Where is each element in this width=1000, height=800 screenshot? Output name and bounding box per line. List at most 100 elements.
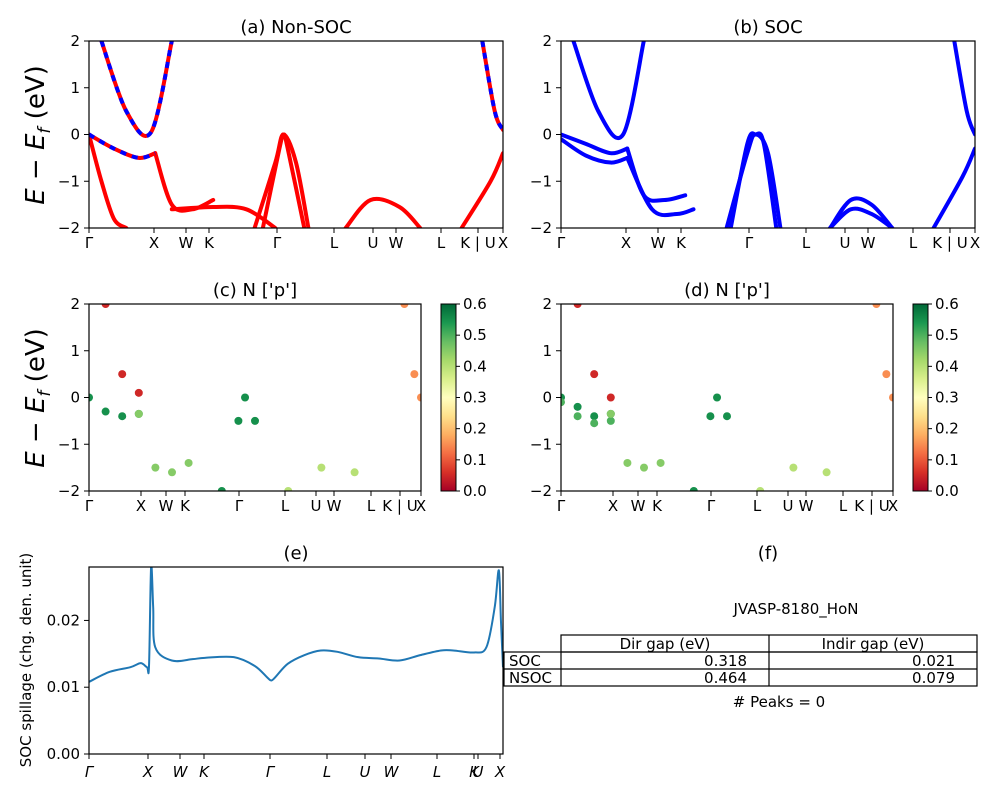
colorbar-tick-label-d: 0.4	[935, 357, 959, 375]
x-tick-label-e: Γ	[85, 763, 95, 781]
table-header-dir: Dir gap (eV)	[620, 635, 711, 653]
plot-frame-e	[88, 566, 504, 755]
x-tick-label-c: X	[136, 497, 146, 515]
projection-point-c-g5	[410, 370, 419, 379]
y-tick-label-b: −1	[530, 172, 552, 190]
projection-point-d-g3	[640, 463, 648, 472]
projection-point-c-g2	[134, 409, 143, 418]
x-tick-label-b: L	[909, 234, 918, 252]
x-tick-label-d: U	[783, 497, 794, 515]
y-tick-label-b: −2	[530, 219, 552, 237]
y-axis-label-a: E − Ef (eV)	[21, 65, 55, 205]
projection-point-c-g4	[284, 487, 293, 491]
x-tick-label-d: K	[652, 497, 663, 515]
material-name: JVASP-8180_HoN	[733, 600, 859, 619]
projection-point-d-g3	[606, 409, 615, 418]
ylabel-minus: −	[21, 150, 51, 188]
band-line-a-s0-b7	[343, 196, 423, 228]
colorbar-tick-label-d: 0.6	[935, 295, 959, 313]
band-line-b-s0-b9	[931, 146, 975, 228]
x-tick-label-a: X	[498, 234, 508, 252]
ylabel-e: E	[21, 188, 51, 205]
projection-point-d-g5	[822, 468, 831, 477]
x-tick-label-b: U	[840, 234, 851, 252]
spillage-line	[89, 567, 503, 683]
panel-title-a: (a) Non-SOC	[240, 17, 351, 38]
projection-point-d-g5	[789, 463, 798, 472]
x-tick-label-d: Γ	[557, 497, 566, 515]
projection-point-c-g3	[234, 416, 243, 425]
x-tick-label-c: Γ	[235, 497, 244, 515]
x-tick-label-a: K | U	[460, 234, 495, 252]
projection-point-c-g2	[168, 468, 176, 477]
y-tick-label-b: 2	[542, 32, 552, 50]
x-tick-label-c: U	[311, 497, 322, 515]
y-tick-label-a: −2	[58, 219, 80, 237]
x-tick-label-a: W	[389, 234, 404, 252]
panel-d: (d) N ['p']210−1−2Γ X W K Γ L U W L K | UX0.60.50…	[530, 280, 959, 515]
ylabel-minus: −	[21, 413, 51, 451]
panel-c: (c) N ['p']210−1−2Γ X W K Γ L U W L K | UX0.60.50…	[58, 280, 487, 515]
x-tick-label-e: X	[142, 763, 154, 781]
colorbar-tick-label-c: 0.6	[463, 295, 487, 313]
x-tick-label-c: Γ	[85, 497, 94, 515]
y-tick-label-d: 0	[542, 389, 552, 407]
projection-point-c-g3	[251, 416, 259, 425]
ylabel-sub: f	[35, 388, 55, 397]
points-c	[89, 304, 421, 491]
band-line-b-s0-b3	[625, 155, 696, 218]
x-tick-label-d: L	[839, 497, 848, 515]
y-tick-label-b: 1	[542, 79, 552, 97]
band-line-a-s0-b6	[260, 132, 307, 228]
bands-b	[561, 41, 975, 228]
y-tick-label-e: 0.00	[47, 745, 80, 763]
x-tick-label-b: X	[970, 234, 980, 252]
band-line-b-s0-b4	[571, 41, 646, 140]
panel-title-d: (d) N ['p']	[684, 280, 770, 301]
y-tick-label-c: −2	[58, 482, 80, 500]
x-tick-label-e: X	[494, 763, 506, 781]
band-line-a-s0-b2	[89, 132, 129, 228]
projection-point-d-g4	[713, 393, 722, 402]
x-tick-label-c: W	[327, 497, 342, 515]
colorbar-tick-label-c: 0.1	[463, 451, 487, 469]
table-cell-indir: 0.021	[912, 652, 955, 670]
y-tick-label-a: 0	[70, 126, 80, 144]
projection-point-d-g2	[573, 304, 582, 308]
y-tick-label-c: 2	[70, 295, 80, 313]
projection-point-d-g4	[706, 412, 715, 421]
band-line-b-s0-b6	[728, 131, 779, 228]
y-tick-label-a: 2	[70, 32, 80, 50]
projection-point-d-g1	[606, 416, 615, 425]
x-tick-label-d: L	[753, 497, 762, 515]
projection-point-d-g6	[882, 370, 891, 379]
x-tick-label-a: L	[437, 234, 446, 252]
projection-point-d-g1	[561, 398, 565, 407]
x-tick-label-e: L	[323, 763, 331, 781]
x-tick-label-a: X	[149, 234, 159, 252]
projection-point-d-g2	[590, 370, 599, 379]
ylabel-e2: E	[21, 133, 51, 150]
y-axis-label-e: SOC spillage (chg. den. unit)	[17, 553, 35, 768]
table-row-label: SOC	[509, 652, 541, 670]
projection-point-c-g3	[241, 393, 250, 402]
colorbar-tick-label-d: 0.3	[935, 389, 959, 407]
band-line-a-s1-b1	[99, 41, 174, 138]
projection-point-c-g0	[89, 393, 93, 402]
x-tick-label-c: W	[159, 497, 174, 515]
projection-point-c-g5	[417, 393, 421, 402]
projection-point-c-g4	[350, 468, 359, 477]
colorbar-tick-label-d: 0.1	[935, 451, 959, 469]
ylabel-unit: (eV)	[21, 65, 51, 127]
y-tick-label-d: 1	[542, 342, 552, 360]
y-tick-label-e: 0.01	[47, 678, 80, 696]
x-tick-label-b: X	[621, 234, 631, 252]
plot-frame-c	[88, 303, 422, 492]
projection-point-c-g0	[118, 412, 127, 421]
x-tick-label-e: U	[473, 763, 484, 781]
band-line-a-s0-b1	[153, 151, 216, 213]
y-tick-label-d: −1	[530, 435, 552, 453]
y-tick-label-d: −2	[530, 482, 552, 500]
